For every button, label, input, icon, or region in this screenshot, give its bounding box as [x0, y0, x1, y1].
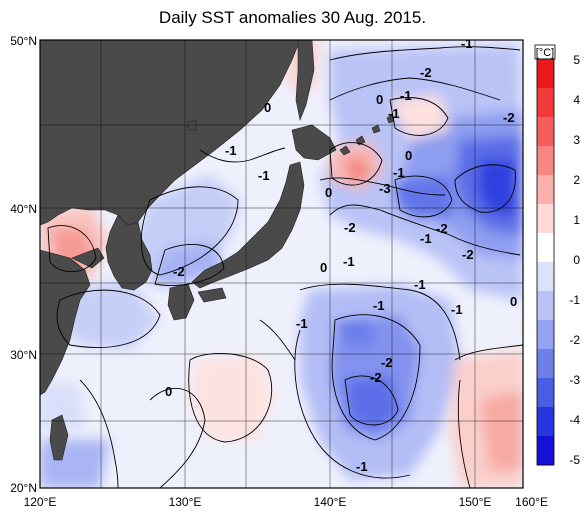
contour-label: -1	[356, 459, 368, 474]
contour-label: -2	[503, 110, 515, 125]
x-tick-label: 140°E	[314, 495, 347, 509]
colorbar-swatch	[537, 378, 554, 408]
x-tick-label: 150°E	[459, 495, 492, 509]
colorbar-unit: [°C]	[536, 47, 554, 59]
colorbar-tick-label: 5	[573, 53, 580, 67]
colorbar-tick-label: -4	[569, 413, 580, 427]
contour-label: -1	[451, 302, 463, 317]
x-tick-label: 130°E	[169, 495, 202, 509]
x-axis-labels: 120°E 130°E 140°E 150°E 160°E	[24, 495, 548, 509]
colorbar-tick-label: -3	[569, 373, 580, 387]
contour-labels: -1 -2 0 -1 -1 -2 0 -1 -1 -1 -3 -2 -1 -2 …	[165, 36, 517, 474]
contour-label: -1	[420, 231, 432, 246]
contour-label: 0	[264, 100, 271, 115]
colorbar-tick-label: 1	[573, 213, 580, 227]
colorbar-tick-label: 2	[573, 173, 580, 187]
colorbar-swatch	[537, 262, 554, 292]
y-tick-label: 30°N	[10, 348, 37, 362]
colorbar-tick-label: -2	[569, 333, 580, 347]
land	[40, 40, 395, 461]
contour-label: 0	[405, 148, 412, 163]
y-axis-labels: 50°N 40°N 30°N 20°N	[10, 34, 37, 495]
y-tick-label: 40°N	[10, 202, 37, 216]
colorbar-swatch	[537, 146, 554, 176]
colorbar-swatch	[537, 175, 554, 205]
lat-lon-grid	[40, 40, 523, 488]
contour-label: -3	[379, 181, 391, 196]
colorbar-tick-label: -1	[569, 293, 580, 307]
colorbar-swatch	[537, 349, 554, 379]
contour-label: -1	[393, 165, 405, 180]
colorbar-swatch	[537, 320, 554, 350]
colorbar-swatch	[537, 291, 554, 321]
contour-label: -2	[173, 264, 185, 279]
x-tick-label: 160°E	[515, 495, 548, 509]
contour-label: 0	[376, 92, 383, 107]
contour-label: -2	[436, 221, 448, 236]
plot-frame	[39, 39, 524, 489]
contour-lines	[47, 46, 523, 488]
contour-label: -1	[414, 277, 426, 292]
y-tick-label: 50°N	[10, 34, 37, 48]
map-title: Daily SST anomalies 30 Aug. 2015.	[158, 8, 427, 27]
contour-label: 0	[510, 294, 517, 309]
contour-label: -1	[373, 298, 385, 313]
contour-label: -2	[420, 65, 432, 80]
colorbar-tick-label: 3	[573, 133, 580, 147]
colorbar-swatches	[537, 59, 554, 466]
contour-label: 0	[165, 384, 172, 399]
colorbar-swatch	[537, 204, 554, 234]
contour-label: 0	[320, 260, 327, 275]
colorbar-tick-label: 4	[573, 93, 580, 107]
colorbar-swatch	[537, 117, 554, 147]
contour-label: -1	[258, 168, 270, 183]
colorbar-swatch	[537, 407, 554, 437]
colorbar: [°C] 5 4 3 2 1 0 -1 -2 -3 -4 -5	[534, 44, 580, 467]
contour-label: 0	[325, 185, 332, 200]
colorbar-frame	[536, 58, 555, 466]
colorbar-tick-label: 0	[573, 253, 580, 267]
contour-label: -2	[381, 355, 393, 370]
colorbar-tick-labels: 5 4 3 2 1 0 -1 -2 -3 -4 -5	[569, 53, 580, 467]
colorbar-tick-label: -5	[569, 453, 580, 467]
contour-label: -2	[370, 370, 382, 385]
colorbar-swatch	[537, 233, 554, 263]
contour-label: -1	[461, 36, 473, 51]
contour-label: -1	[225, 143, 237, 158]
contour-label: -2	[344, 220, 356, 235]
contour-label: -1	[296, 316, 308, 331]
y-tick-label: 20°N	[10, 481, 37, 495]
contour-label: -1	[400, 88, 412, 103]
contour-label: -1	[343, 254, 355, 269]
colorbar-swatch	[537, 88, 554, 118]
colorbar-swatch	[537, 436, 554, 466]
contour-label: -2	[462, 247, 474, 262]
colorbar-swatch	[537, 59, 554, 89]
x-tick-label: 120°E	[24, 495, 57, 509]
contour-label: -1	[388, 106, 400, 121]
